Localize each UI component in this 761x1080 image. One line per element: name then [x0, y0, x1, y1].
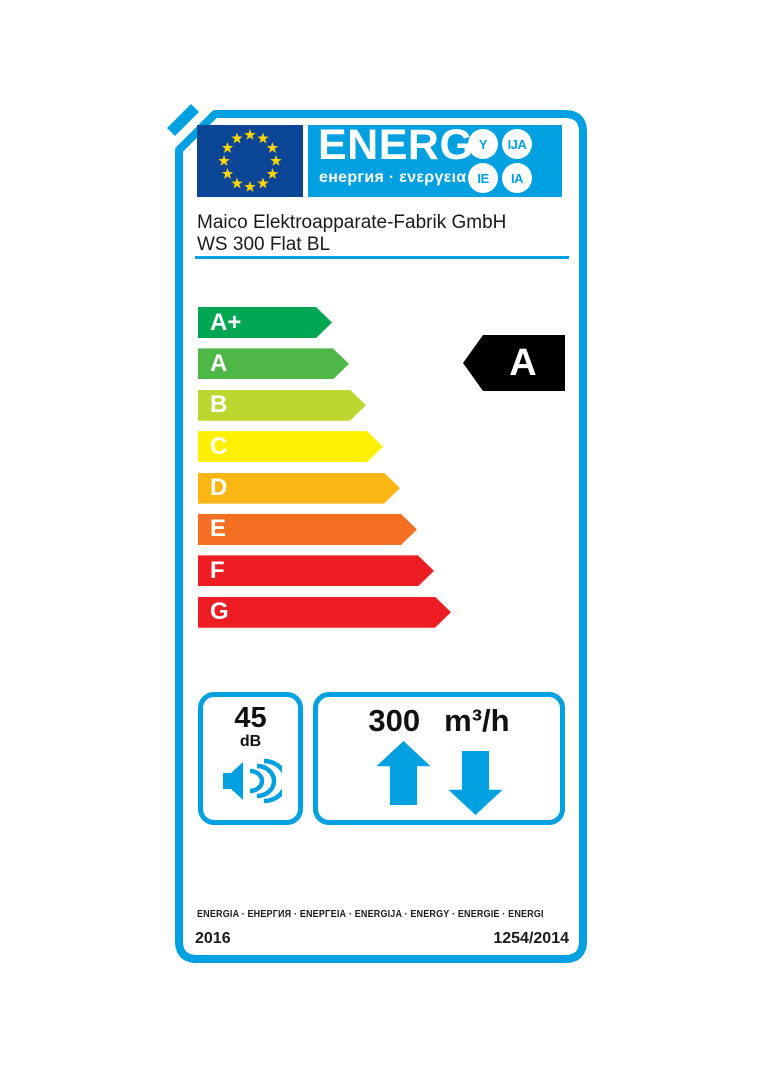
rating-class-letter: A	[509, 341, 537, 384]
regulation-number: 1254/2014	[493, 930, 569, 947]
footer-row: 2016 1254/2014	[195, 930, 569, 948]
suffix-circle-y: Y	[468, 129, 498, 159]
supplier-block: Maico Elektroapparate-Fabrik GmbH WS 300…	[197, 212, 506, 255]
suffix-circle-ie: IE	[468, 163, 498, 193]
airflow-box: 300 m³/h	[313, 692, 565, 825]
scale-letter: G	[210, 598, 229, 626]
scale-arrow-a-plus: A+	[198, 307, 332, 338]
corner-fold-tab	[167, 104, 199, 136]
efficiency-scale: A+ A B C D E F G	[198, 307, 451, 628]
model-name: WS 300 Flat BL	[197, 233, 331, 255]
header-divider	[195, 256, 569, 259]
airflow-value: 300	[368, 703, 421, 738]
label-frame-border	[167, 104, 587, 963]
label-year: 2016	[195, 930, 231, 947]
scale-letter: C	[210, 432, 228, 460]
scale-arrow-f: F	[198, 555, 434, 586]
noise-unit: dB	[239, 733, 262, 750]
rating-indicator-arrow: A	[463, 335, 565, 391]
scale-arrow-g: G	[198, 597, 451, 628]
speaker-waves-icon	[222, 758, 282, 804]
scale-letter: B	[210, 391, 228, 419]
arrow-down-icon	[447, 751, 503, 815]
scale-letter: F	[210, 556, 225, 584]
noise-value: 45	[234, 702, 267, 734]
scale-arrow-b: B	[198, 390, 366, 421]
energ-brand-box: ENERG енергия · ενεργεια Y IJA IE IA	[308, 121, 562, 197]
scale-letter: E	[210, 515, 227, 543]
airflow-value-line: 300 m³/h	[368, 705, 509, 737]
scale-arrow-d: D	[198, 473, 400, 504]
scale-arrow-a: A	[198, 348, 349, 379]
noise-box: 45 dB	[198, 692, 303, 825]
eu-flag-icon	[197, 125, 303, 197]
scale-letter: A	[210, 349, 228, 377]
energ-wordmark: ENERG	[318, 121, 474, 169]
frame-outline	[175, 110, 587, 963]
scale-letter: D	[210, 474, 228, 502]
suffix-circle-ija: IJA	[502, 129, 532, 159]
airflow-unit: m³/h	[444, 703, 510, 738]
suffix-circle-ia: IA	[502, 163, 532, 193]
energy-label: ENERG енергия · ενεργεια Y IJA IE IA Mai…	[167, 104, 587, 963]
airflow-arrows	[375, 741, 503, 815]
energy-languages-line: ENERGIA · ЕНЕРГИЯ · ΕΝΕΡΓΕΙΑ · ENERGIJA …	[197, 909, 544, 920]
scale-arrow-e: E	[198, 514, 417, 545]
scale-arrow-c: C	[198, 431, 383, 462]
arrow-up-icon	[375, 741, 431, 805]
supplier-name: Maico Elektroapparate-Fabrik GmbH	[197, 212, 507, 233]
scale-letter: A+	[210, 308, 242, 336]
energ-subtitle: енергия · ενεργεια	[319, 169, 467, 186]
language-suffix-circles: Y IJA IE IA	[468, 129, 532, 193]
